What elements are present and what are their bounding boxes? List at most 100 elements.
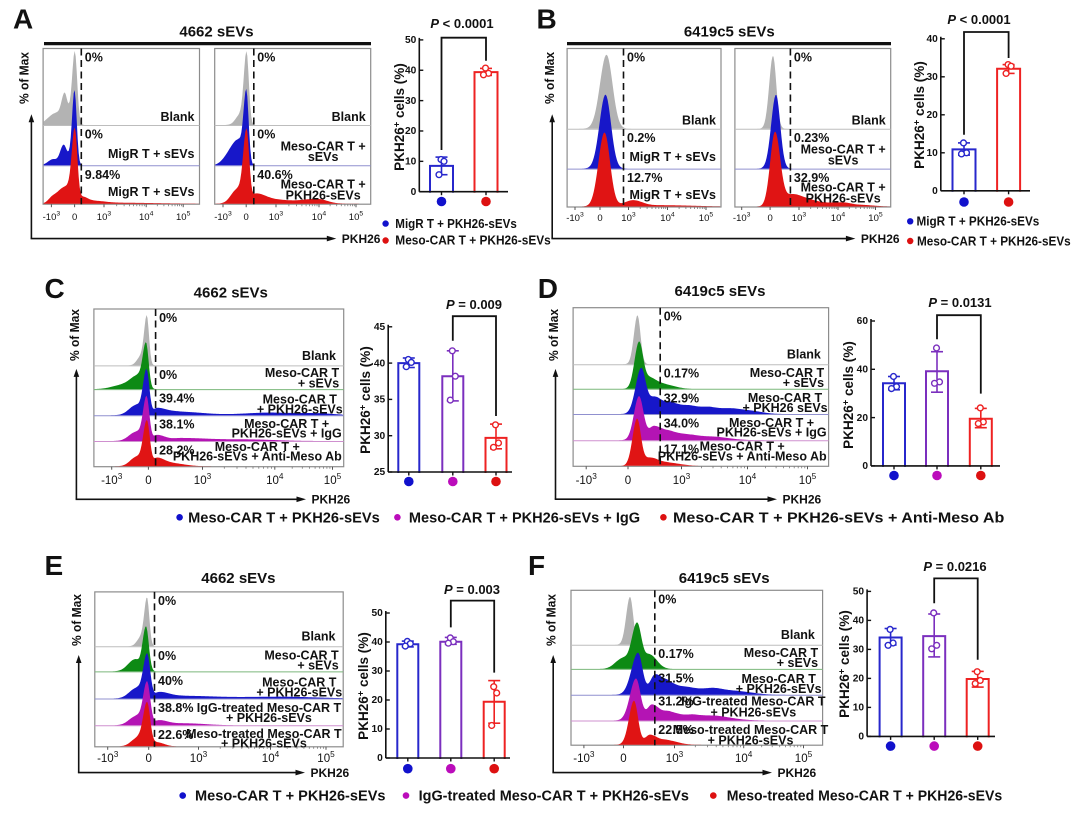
svg-text:0.17%: 0.17% — [664, 367, 699, 381]
svg-text:0: 0 — [625, 475, 631, 487]
svg-text:0: 0 — [597, 213, 602, 224]
svg-text:22.6%: 22.6% — [158, 728, 193, 742]
svg-text:10: 10 — [926, 148, 938, 159]
svg-text:0: 0 — [377, 753, 383, 764]
svg-text:40: 40 — [853, 616, 865, 627]
svg-text:PKH26-sEVs: PKH26-sEVs — [286, 189, 361, 203]
svg-text:10: 10 — [853, 703, 865, 714]
svg-text:17.1%: 17.1% — [664, 443, 699, 457]
svg-text:Blank: Blank — [160, 110, 194, 124]
svg-text:% of Max: % of Max — [547, 309, 561, 361]
svg-text:4662 sEVs: 4662 sEVs — [179, 24, 253, 41]
svg-text:+ PKH26-sEVs: + PKH26-sEVs — [226, 711, 312, 725]
svg-text:0: 0 — [932, 186, 938, 197]
svg-text:Blank: Blank — [682, 114, 716, 128]
svg-text:PKH26: PKH26 — [783, 493, 822, 507]
svg-text:35: 35 — [374, 395, 386, 406]
svg-text:6419c5 sEVs: 6419c5 sEVs — [679, 570, 770, 587]
svg-text:45: 45 — [374, 322, 386, 333]
svg-text:0%: 0% — [627, 51, 645, 65]
svg-text:20: 20 — [853, 674, 865, 685]
svg-text:0: 0 — [767, 213, 772, 224]
svg-text:Meso-CAR T +: Meso-CAR T + — [801, 143, 886, 157]
svg-text:% of Max: % of Max — [68, 309, 82, 361]
svg-text:MigR T + sEVs: MigR T + sEVs — [108, 147, 195, 161]
svg-text:0%: 0% — [159, 311, 177, 325]
svg-text:P = 0.009: P = 0.009 — [446, 297, 502, 312]
svg-text:Meso-CAR T: Meso-CAR T — [750, 366, 825, 380]
svg-text:MigR T + PKH26-sEVs: MigR T + PKH26-sEVs — [395, 217, 517, 231]
svg-text:28.2%: 28.2% — [159, 444, 194, 458]
svg-text:+ PKH26 sEVs: + PKH26 sEVs — [742, 401, 827, 415]
svg-text:E: E — [45, 550, 64, 581]
svg-text:60: 60 — [857, 316, 869, 327]
svg-text:30: 30 — [853, 645, 865, 656]
svg-text:38.8%: 38.8% — [158, 701, 193, 715]
svg-text:+ PKH26-sEVs: + PKH26-sEVs — [257, 402, 343, 416]
svg-text:4662 sEVs: 4662 sEVs — [201, 570, 275, 587]
svg-text:32.9%: 32.9% — [664, 391, 699, 405]
svg-text:0%: 0% — [85, 128, 103, 142]
svg-text:IgG-treated Meso-CAR T: IgG-treated Meso-CAR T — [197, 701, 342, 715]
svg-text:Meso-CAR T + PKH26-sEVs + Anti: Meso-CAR T + PKH26-sEVs + Anti-Meso Ab — [673, 510, 1004, 526]
svg-text:0: 0 — [244, 212, 249, 223]
svg-text:Meso-CAR T +: Meso-CAR T + — [281, 178, 366, 192]
svg-text:Meso-CAR T: Meso-CAR T — [262, 676, 337, 690]
svg-text:Blank: Blank — [332, 110, 366, 124]
svg-text:PKH26: PKH26 — [311, 766, 350, 780]
svg-text:PKH26: PKH26 — [778, 766, 817, 780]
svg-text:0: 0 — [145, 753, 151, 765]
svg-text:0: 0 — [858, 732, 864, 743]
svg-text:-103: -103 — [101, 472, 123, 487]
svg-text:Meso-CAR T + PKH26-sEVs + IgG: Meso-CAR T + PKH26-sEVs + IgG — [409, 510, 640, 526]
svg-text:PKH26: PKH26 — [342, 232, 381, 246]
svg-text:F: F — [528, 550, 545, 581]
svg-text:40: 40 — [926, 34, 938, 45]
svg-text:PKH26+ cells (%): PKH26+ cells (%) — [841, 341, 857, 449]
svg-text:Blank: Blank — [787, 348, 821, 362]
svg-text:39.4%: 39.4% — [159, 392, 194, 406]
svg-text:10: 10 — [371, 724, 383, 735]
svg-text:PKH26-sEVs + Anti-Meso Ab: PKH26-sEVs + Anti-Meso Ab — [173, 450, 342, 464]
svg-text:Meso-treated Meso-CAR T: Meso-treated Meso-CAR T — [673, 723, 829, 737]
svg-text:Blank: Blank — [302, 349, 336, 363]
svg-text:20: 20 — [857, 413, 869, 424]
svg-text:+ PKH26-sEVs: + PKH26-sEVs — [710, 705, 796, 719]
svg-text:0%: 0% — [257, 128, 275, 142]
svg-text:34.0%: 34.0% — [664, 417, 699, 431]
svg-text:+ sEVs: + sEVs — [298, 376, 339, 390]
svg-text:+ sEVs: + sEVs — [777, 656, 818, 670]
svg-text:0: 0 — [145, 475, 151, 487]
svg-text:C: C — [45, 273, 65, 304]
svg-text:Meso-treated Meso-CAR T + PKH2: Meso-treated Meso-CAR T + PKH26-sEVs — [727, 788, 1003, 804]
svg-text:20: 20 — [371, 695, 383, 706]
svg-text:Meso-CAR T +: Meso-CAR T + — [215, 440, 300, 454]
svg-text:+ sEVs: + sEVs — [783, 376, 824, 390]
svg-text:20: 20 — [926, 110, 938, 121]
svg-text:Meso-CAR T: Meso-CAR T — [265, 366, 340, 380]
svg-text:MigR T + sEVs: MigR T + sEVs — [108, 185, 195, 199]
svg-text:P = 0.003: P = 0.003 — [444, 582, 500, 597]
svg-text:Meso-CAR T + PKH26-sEVs: Meso-CAR T + PKH26-sEVs — [188, 510, 380, 526]
svg-text:sEVs: sEVs — [308, 150, 339, 164]
svg-text:40%: 40% — [158, 674, 183, 688]
svg-text:40.6%: 40.6% — [257, 168, 292, 182]
svg-text:0.23%: 0.23% — [794, 131, 829, 145]
svg-text:% of Max: % of Max — [543, 52, 557, 104]
svg-text:+ sEVs: + sEVs — [297, 659, 338, 673]
svg-text:32.9%: 32.9% — [794, 171, 829, 185]
svg-text:sEVs: sEVs — [828, 153, 859, 167]
svg-text:30: 30 — [926, 72, 938, 83]
svg-text:50: 50 — [853, 587, 865, 598]
svg-text:% of Max: % of Max — [18, 52, 32, 104]
svg-text:PKH26: PKH26 — [312, 493, 351, 507]
svg-text:Meso-CAR T +: Meso-CAR T + — [801, 181, 886, 195]
svg-text:25: 25 — [374, 467, 386, 478]
svg-text:6419c5 sEVs: 6419c5 sEVs — [675, 283, 766, 300]
svg-text:PKH26+ cells (%): PKH26+ cells (%) — [392, 63, 408, 171]
svg-text:Meso-CAR T: Meso-CAR T — [263, 392, 338, 406]
svg-text:30: 30 — [374, 431, 386, 442]
svg-text:0%: 0% — [658, 592, 676, 606]
svg-text:Meso-CAR T +: Meso-CAR T + — [281, 139, 366, 153]
svg-text:PKH26-sEVs + Anti-Meso Ab: PKH26-sEVs + Anti-Meso Ab — [658, 449, 827, 463]
